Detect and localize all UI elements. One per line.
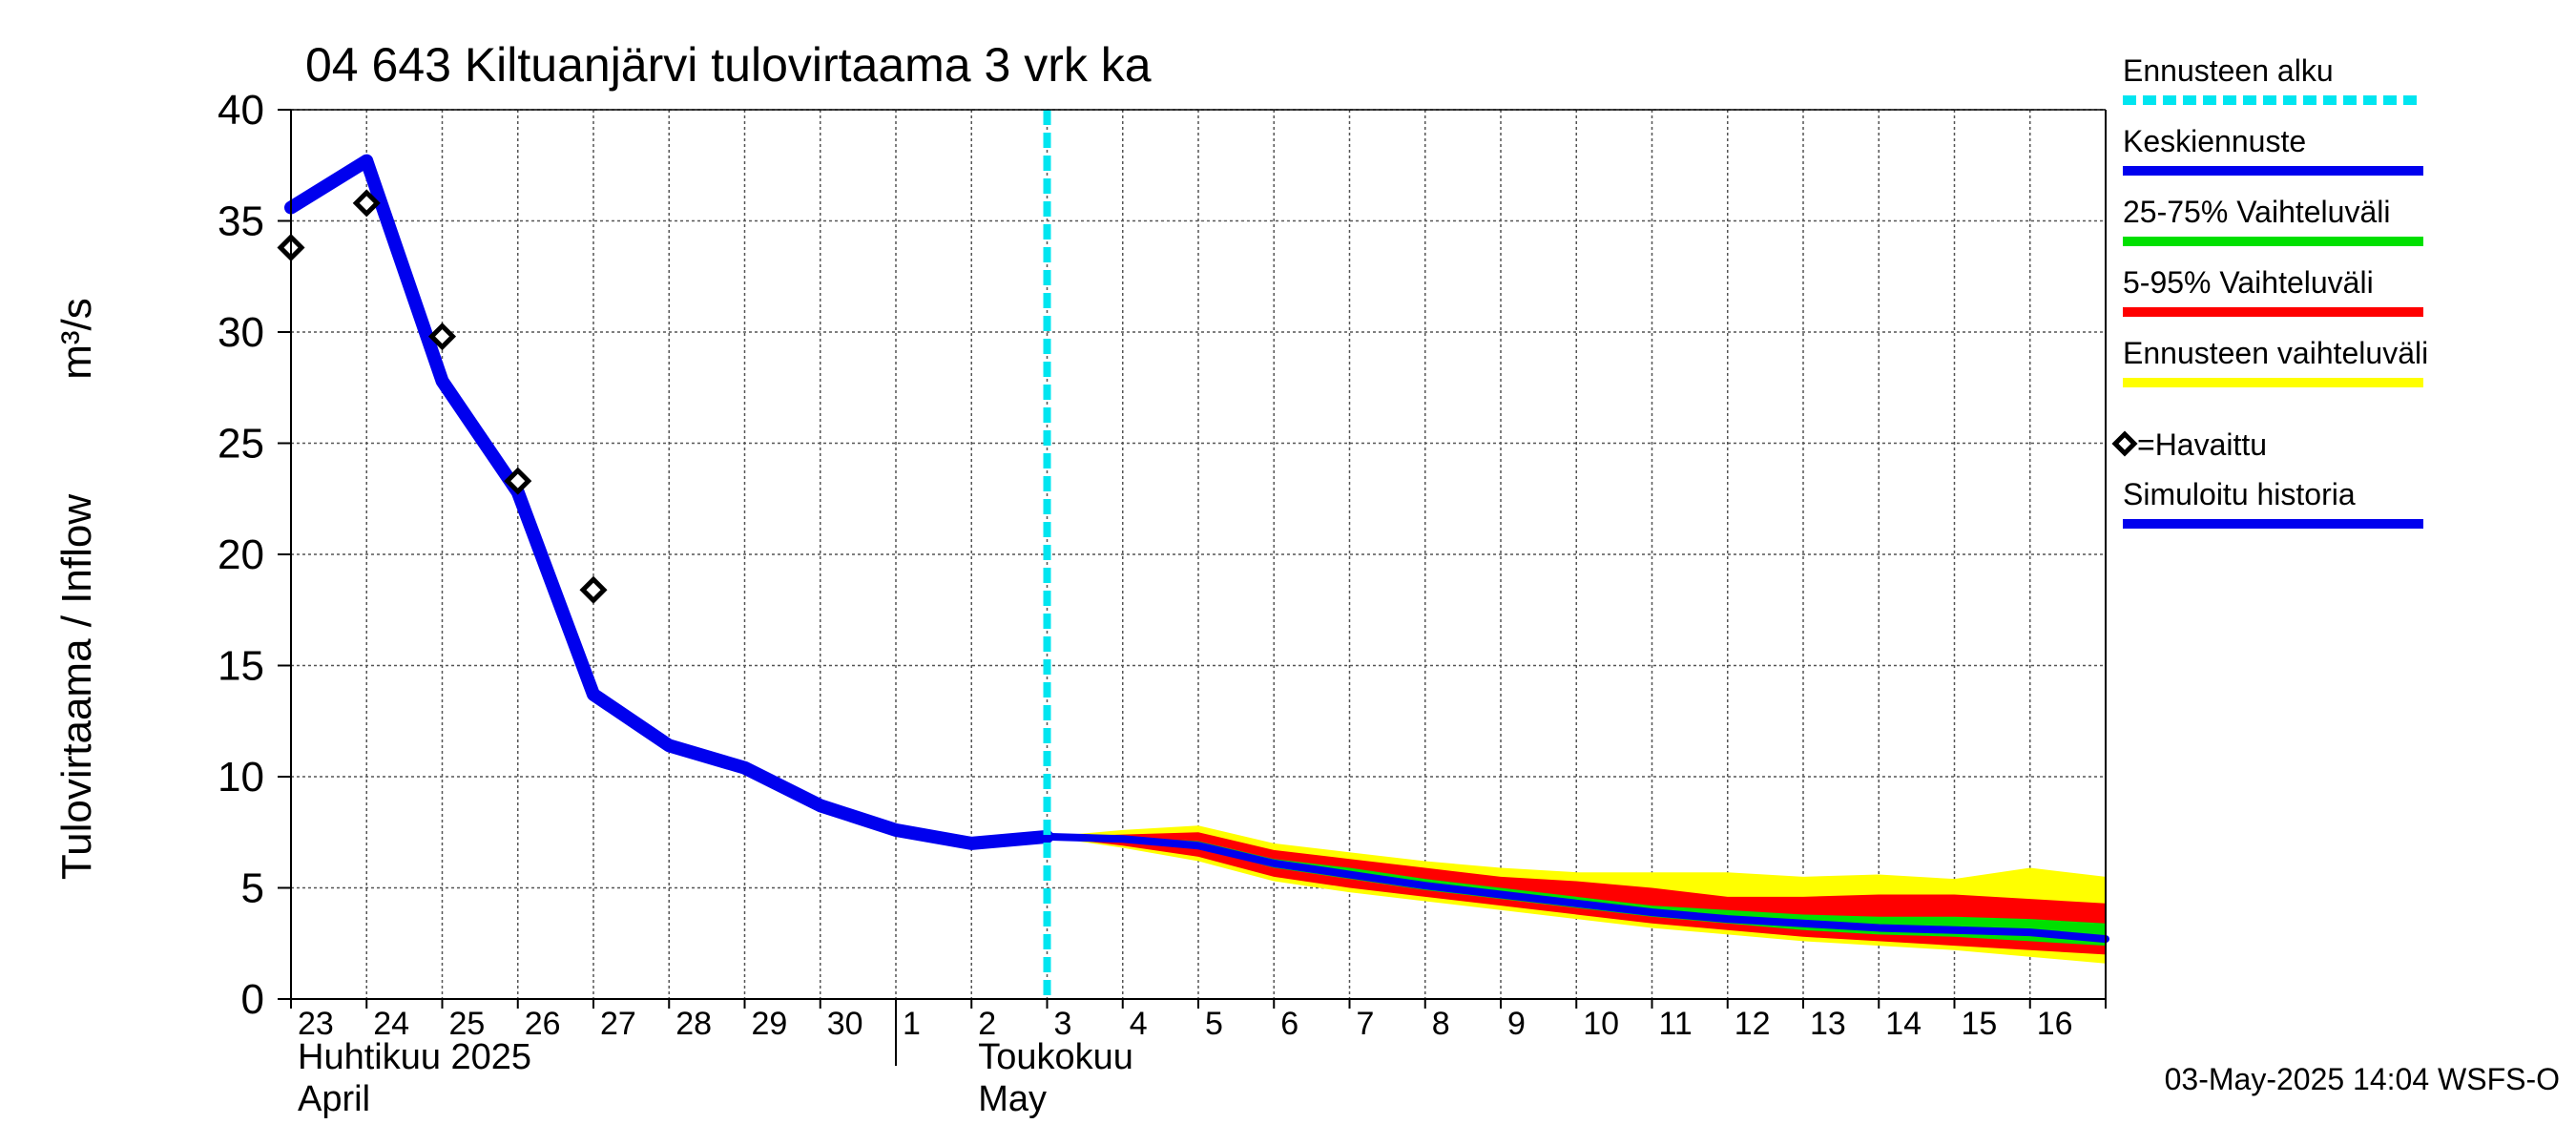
- band-25-75: [1047, 836, 2106, 947]
- chart-title: 04 643 Kiltuanjärvi tulovirtaama 3 vrk k…: [305, 38, 1152, 92]
- legend-label: Ennusteen alku: [2123, 53, 2334, 88]
- y-tick-label: 25: [218, 421, 264, 468]
- x-tick-label: 4: [1130, 1006, 1148, 1042]
- x-tick-label: 27: [600, 1006, 636, 1042]
- y-axis-label: Tulovirtaama / Inflow: [53, 494, 100, 881]
- legend-label: =Havaittu: [2137, 427, 2267, 462]
- legend-label: Keskiennuste: [2123, 124, 2306, 158]
- x-tick-label: 9: [1507, 1006, 1526, 1042]
- x-tick-label: 7: [1357, 1006, 1375, 1042]
- y-tick-label: 10: [218, 754, 264, 801]
- y-tick-label: 30: [218, 309, 264, 356]
- observed-point: [579, 575, 608, 604]
- x-tick-label: 16: [2037, 1006, 2073, 1042]
- month-label-en: April: [298, 1079, 370, 1119]
- y-axis-unit: m³/s: [53, 298, 100, 380]
- forecast-mean-line: [1043, 832, 2109, 944]
- month-label-en: May: [978, 1079, 1047, 1119]
- x-tick-label: 15: [1962, 1006, 1998, 1042]
- y-tick-label: 40: [218, 87, 264, 134]
- x-tick-label: 26: [525, 1006, 561, 1042]
- x-tick-label: 10: [1583, 1006, 1619, 1042]
- x-tick-label: 30: [827, 1006, 863, 1042]
- x-tick-label: 14: [1885, 1006, 1922, 1042]
- observed-point: [427, 323, 457, 351]
- x-tick-label: 25: [449, 1006, 486, 1042]
- legend-label: 5-95% Vaihteluväli: [2123, 265, 2374, 300]
- legend-marker-observed: [2111, 430, 2138, 457]
- x-tick-label: 28: [675, 1006, 712, 1042]
- observed-point: [504, 467, 532, 495]
- legend-label: 25-75% Vaihteluväli: [2123, 195, 2390, 229]
- legend-label: Simuloitu historia: [2123, 477, 2356, 511]
- x-tick-label: 12: [1735, 1006, 1771, 1042]
- x-tick-label: 13: [1810, 1006, 1846, 1042]
- month-label: Huhtikuu 2025: [298, 1037, 531, 1077]
- x-tick-label: 29: [752, 1006, 788, 1042]
- x-tick-label: 11: [1659, 1006, 1693, 1042]
- y-tick-label: 20: [218, 531, 264, 578]
- legend: Ennusteen alku Keskiennuste 25-75% Vaihtel…: [2111, 53, 2428, 529]
- x-tick-label: 1: [903, 1006, 921, 1042]
- y-tick-label: 5: [241, 865, 264, 912]
- y-tick-label: 35: [218, 198, 264, 245]
- observed-point: [352, 189, 381, 218]
- x-tick-label: 24: [373, 1006, 409, 1042]
- y-tick-label: 15: [218, 643, 264, 690]
- y-tick-label: 0: [241, 976, 264, 1023]
- x-tick-label: 3: [1054, 1006, 1072, 1042]
- simulated-history-line: [284, 154, 1054, 850]
- x-tick-label: 8: [1432, 1006, 1450, 1042]
- x-tick-label: 2: [978, 1006, 996, 1042]
- series-lines: [284, 110, 2109, 999]
- month-label: Toukokuu: [978, 1037, 1133, 1077]
- legend-label: Ennusteen vaihteluväli: [2123, 336, 2428, 370]
- x-tick-label: 5: [1205, 1006, 1223, 1042]
- x-tick-label: 6: [1280, 1006, 1298, 1042]
- x-tick-label: 23: [298, 1006, 334, 1042]
- timestamp: 03-May-2025 14:04 WSFS-O: [2165, 1062, 2560, 1096]
